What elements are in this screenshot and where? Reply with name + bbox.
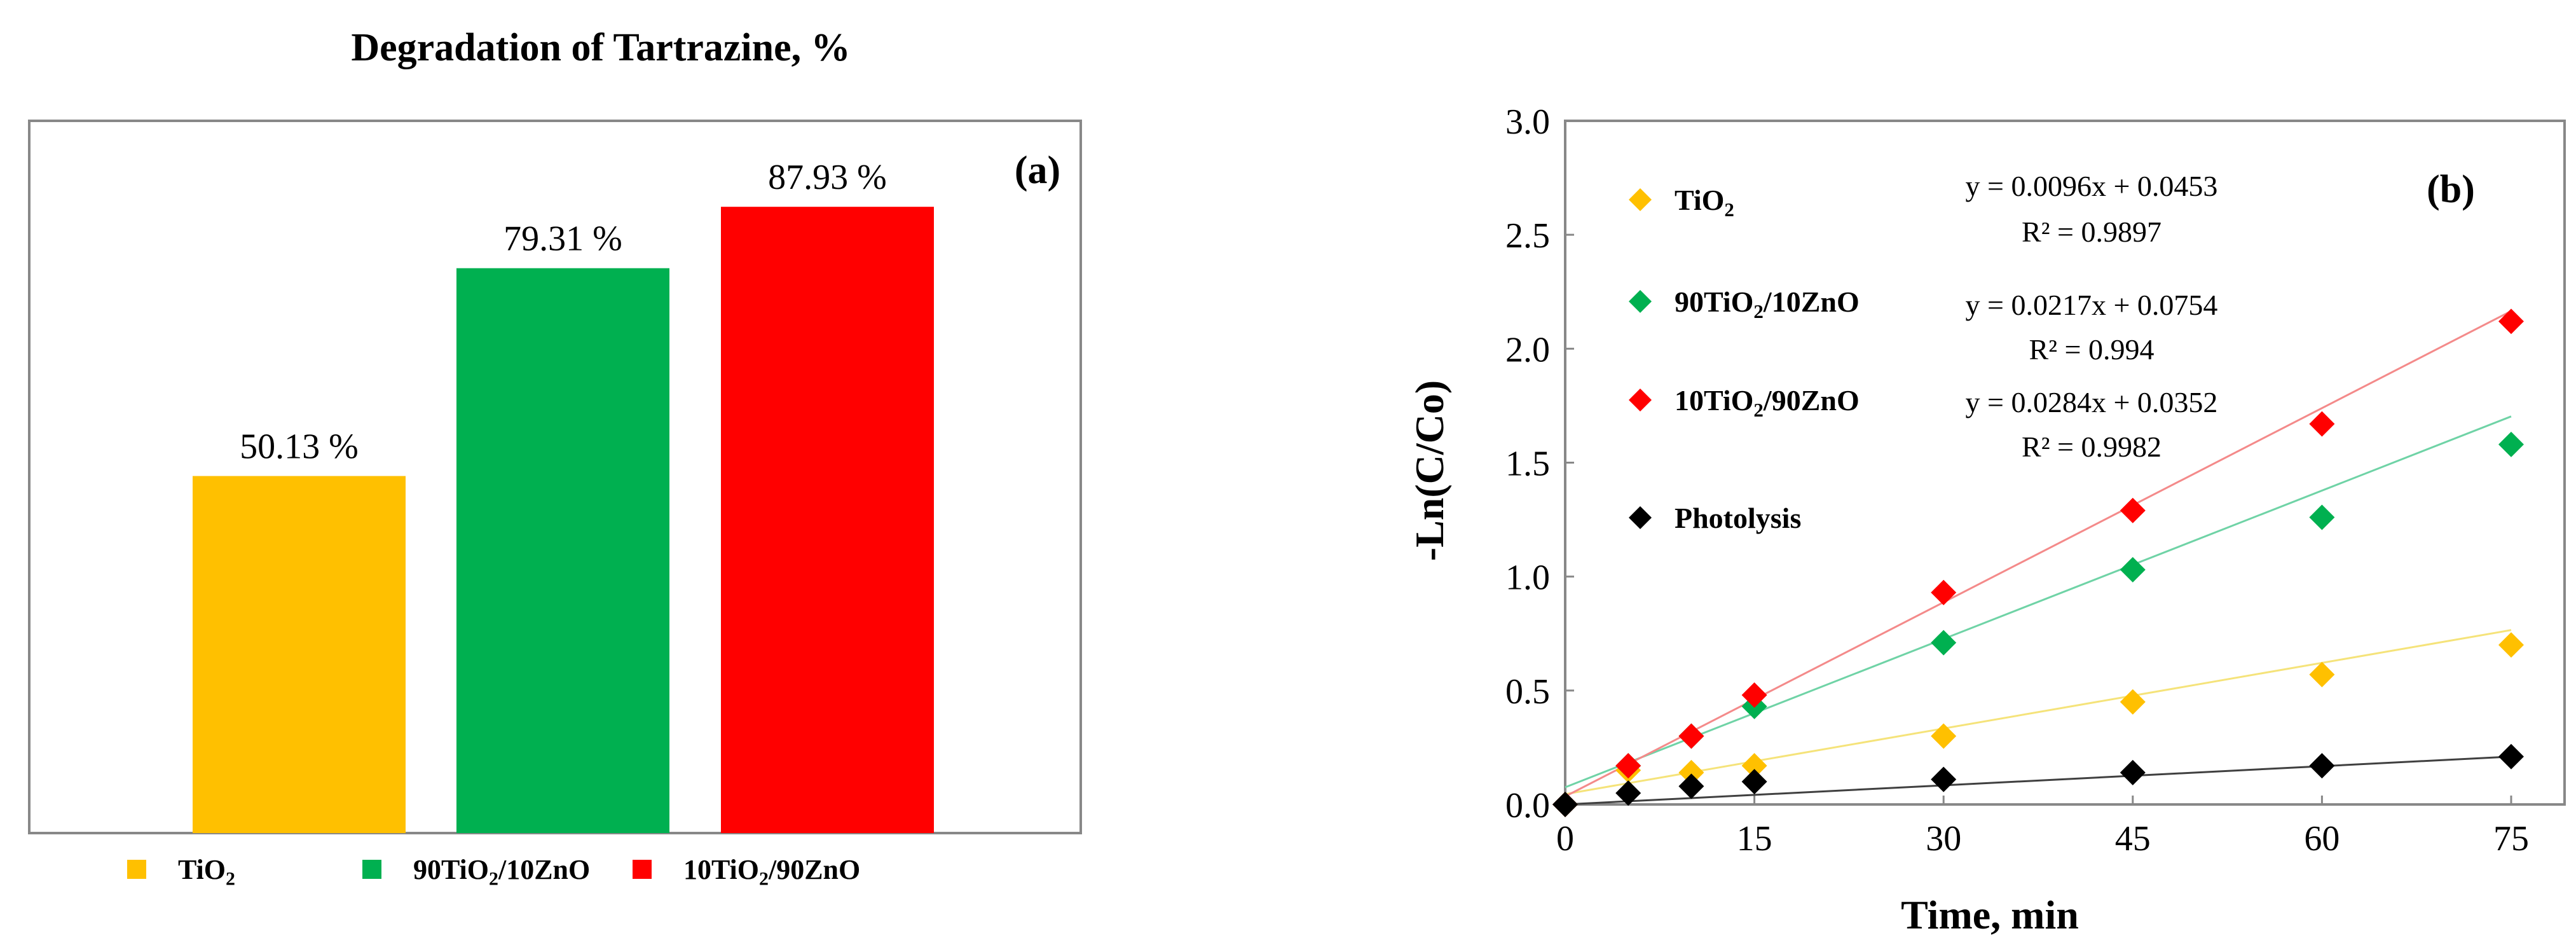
legend-entry: 90TiO2/10ZnO <box>413 854 590 890</box>
data-points <box>1552 308 2524 817</box>
data-point <box>1741 753 1767 779</box>
data-point <box>1931 723 1957 749</box>
legend-marker <box>1629 506 1652 529</box>
legend-entry: Photolysis <box>1675 502 1801 534</box>
legend-swatch <box>633 860 652 879</box>
y-tick-label: 1.5 <box>1505 445 1550 484</box>
data-point <box>2498 632 2524 658</box>
bars <box>193 207 934 834</box>
data-point <box>2120 759 2146 785</box>
bar-value-labels: 50.13 % 79.31 % 87.93 % <box>240 158 887 466</box>
data-point <box>2498 308 2524 335</box>
scatter-axes: 0.0 0.5 1.0 1.5 2.0 2.5 3.0 0 15 30 45 60 75 <box>1505 102 2529 859</box>
data-point <box>1741 769 1767 795</box>
y-tick-label: 3.0 <box>1505 102 1550 142</box>
panel-b-label: (b) <box>2427 168 2475 211</box>
y-tick-label: 2.0 <box>1505 330 1550 369</box>
data-point <box>2498 431 2524 457</box>
fit-line <box>1565 310 2512 797</box>
data-point <box>2309 753 2335 779</box>
x-axis-title: Time, min <box>1901 892 2079 937</box>
data-point <box>2309 411 2335 437</box>
data-point <box>1741 682 1767 708</box>
legend-entry: 10TiO2/90ZnO <box>683 854 860 890</box>
data-point <box>1931 766 1957 792</box>
bar-value-label: 87.93 % <box>768 158 887 197</box>
legend-swatch <box>362 860 381 879</box>
data-point <box>2120 689 2146 715</box>
data-point <box>2309 504 2335 530</box>
data-point <box>2120 497 2146 523</box>
bar-legend: TiO2 90TiO2/10ZnO 10TiO2/90ZnO <box>127 854 860 890</box>
legend-marker <box>1629 389 1652 411</box>
bar-value-label: 79.31 % <box>504 219 622 259</box>
y-axis-title: -Ln(C/Co) <box>1407 380 1452 561</box>
fit-lines <box>1565 310 2512 806</box>
legend-entry: TiO2 <box>178 854 235 890</box>
data-point <box>2309 661 2335 687</box>
x-tick-label: 60 <box>2304 819 2340 859</box>
r-squared: R² = 0.994 <box>2029 333 2155 366</box>
legend-swatch <box>127 860 146 879</box>
data-point <box>1552 792 1578 817</box>
fit-line <box>1565 755 2512 806</box>
x-tick-label: 15 <box>1737 819 1772 859</box>
legend-entry: 10TiO2/90ZnO <box>1675 384 1860 421</box>
bar-value-label: 50.13 % <box>240 427 359 467</box>
fit-line <box>1565 629 2512 796</box>
scatter-legend: TiO2 90TiO2/10ZnO 10TiO2/90ZnO Photolysis <box>1629 184 1860 534</box>
regression-equation: y = 0.0217x + 0.0754 <box>1966 289 2218 321</box>
y-tick-label: 0.5 <box>1505 672 1550 712</box>
panel-a-label: (a) <box>1015 149 1060 192</box>
x-tick-label: 0 <box>1556 819 1574 859</box>
bar-3 <box>721 207 934 834</box>
legend-marker <box>1629 290 1652 313</box>
x-tick-label: 45 <box>2115 819 2151 859</box>
data-point <box>1615 780 1641 806</box>
data-point <box>1931 579 1957 605</box>
data-point <box>2120 556 2146 583</box>
bar-chart-panel: Degradation of Tartrazine, % (a) 50.13 %… <box>28 26 1082 890</box>
y-tick-label: 2.5 <box>1505 216 1550 256</box>
regression-equations: y = 0.0096x + 0.0453 R² = 0.9897 y = 0.021… <box>1966 170 2218 463</box>
fit-line <box>1565 415 2512 789</box>
data-point <box>2498 743 2524 769</box>
data-point <box>1678 759 1704 785</box>
r-squared: R² = 0.9982 <box>2022 431 2162 463</box>
regression-equation: y = 0.0284x + 0.0352 <box>1966 386 2218 418</box>
x-tick-label: 30 <box>1926 819 1961 859</box>
data-point <box>1931 630 1957 656</box>
bar-2 <box>456 268 669 833</box>
legend-entry: 90TiO2/10ZnO <box>1675 286 1860 322</box>
regression-equation: y = 0.0096x + 0.0453 <box>1966 170 2218 202</box>
bar-chart-title: Degradation of Tartrazine, % <box>351 26 850 69</box>
data-point <box>1678 723 1704 749</box>
data-point <box>1678 773 1704 799</box>
legend-marker <box>1629 188 1652 211</box>
x-tick-label: 75 <box>2493 819 2529 859</box>
legend-entry: TiO2 <box>1675 184 1734 221</box>
bar-1 <box>193 476 406 833</box>
y-tick-label: 1.0 <box>1505 558 1550 598</box>
r-squared: R² = 0.9897 <box>2022 216 2162 248</box>
y-tick-label: 0.0 <box>1505 786 1550 825</box>
kinetics-chart-panel: (b) 0.0 0.5 1.0 1.5 2.0 2.5 3.0 0 15 30 45 60 75 TiO… <box>1407 102 2566 937</box>
data-point <box>1615 753 1641 779</box>
